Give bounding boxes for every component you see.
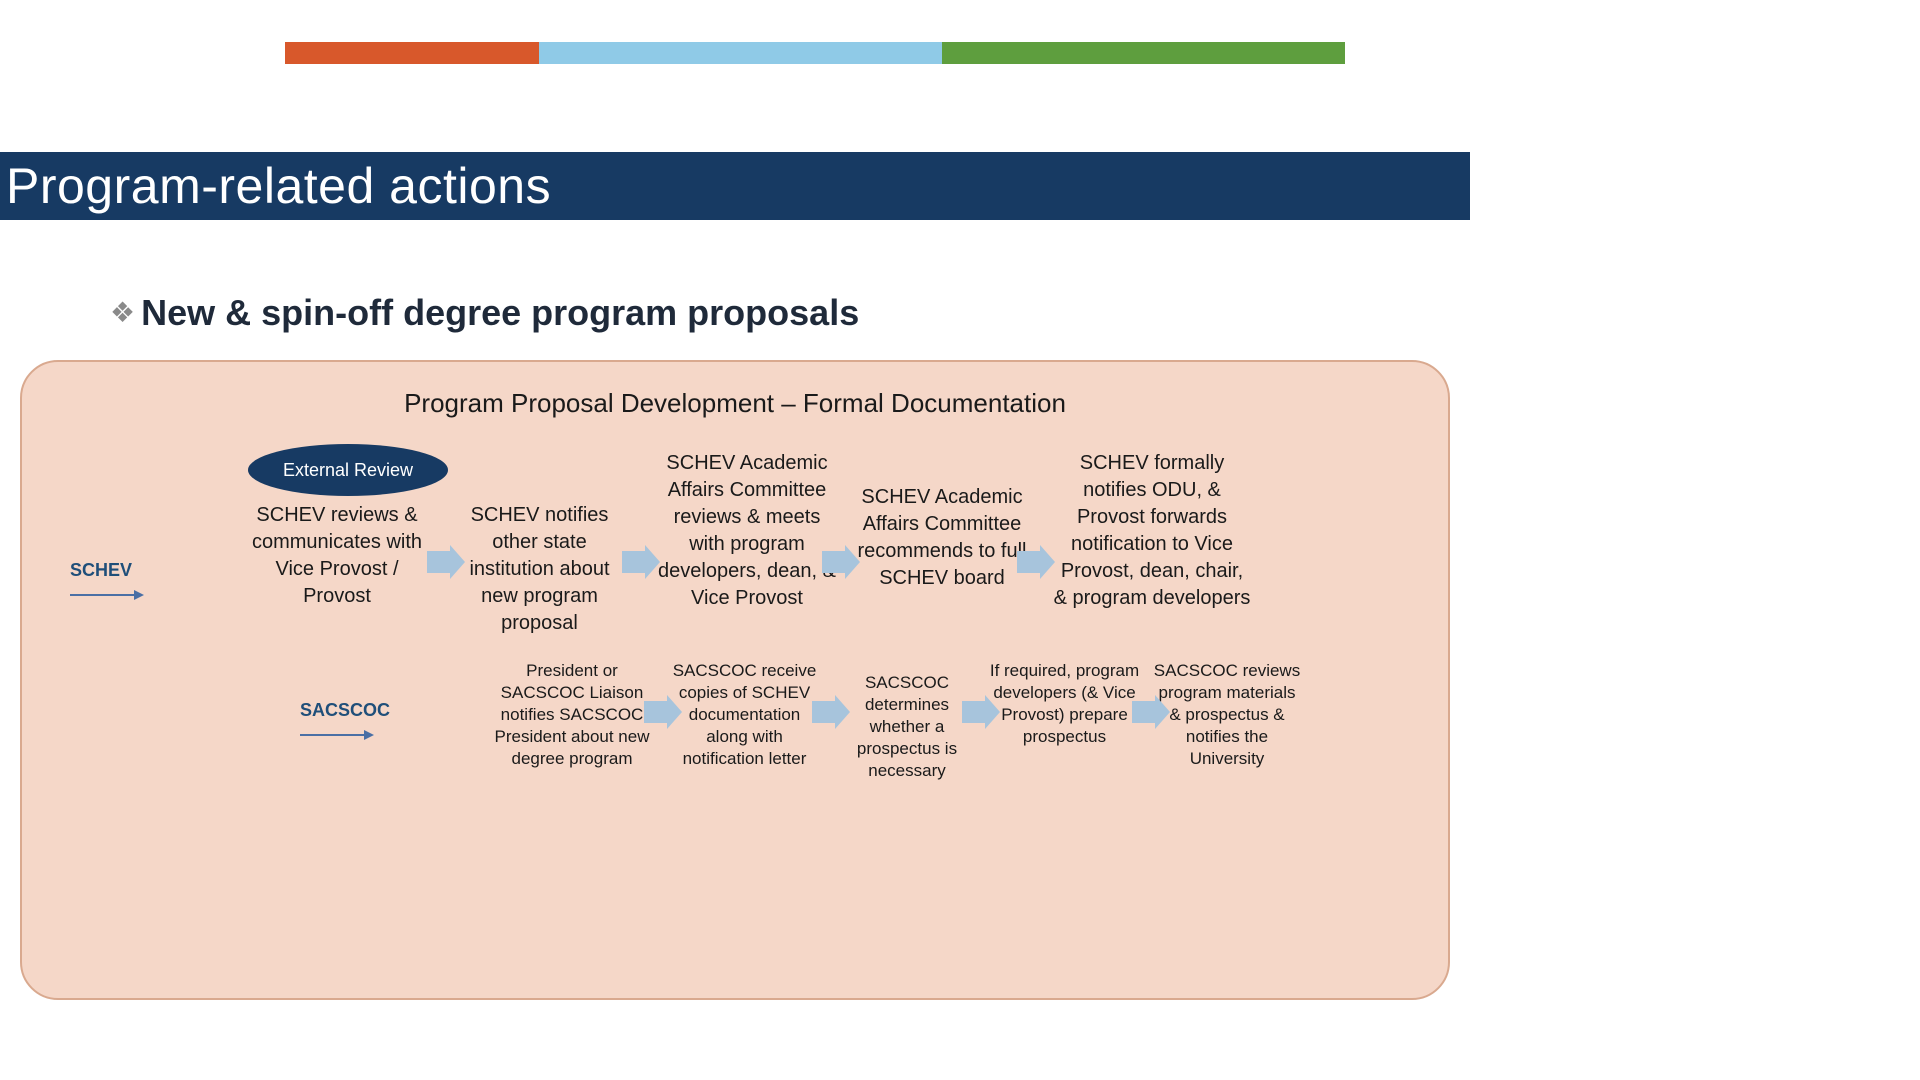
sacscoc-step-1: President or SACSCOC Liaison notifies SA… (492, 660, 652, 770)
sacscoc-arrow-4 (1132, 695, 1170, 729)
schev-arrow-2 (622, 545, 660, 579)
lane-label-schev: SCHEV (70, 560, 132, 581)
page-title: Program-related actions (6, 157, 551, 215)
schev-step-1: SCHEV reviews & communicates with Vice P… (242, 502, 432, 610)
schev-step-2: SCHEV notifies other state institution a… (452, 502, 627, 637)
sacscoc-step-3: SACSCOC determines whether a prospectus … (837, 672, 977, 782)
sacscoc-step-5: SACSCOC reviews program materials & pros… (1152, 660, 1302, 770)
bar-segment-2 (539, 42, 942, 64)
schev-step-3: SCHEV Academic Affairs Committee reviews… (657, 450, 837, 612)
flow-panel: Program Proposal Development – Formal Do… (20, 360, 1450, 1000)
top-accent-bar (285, 42, 1345, 64)
sacscoc-arrow-2 (812, 695, 850, 729)
schev-arrow-3 (822, 545, 860, 579)
bar-segment-3 (942, 42, 1345, 64)
sacscoc-arrow-3 (962, 695, 1000, 729)
panel-title: Program Proposal Development – Formal Do… (22, 388, 1448, 419)
lane-arrow-schev (70, 594, 142, 596)
subtitle-row: ❖ New & spin-off degree program proposal… (110, 292, 859, 334)
lane-label-sacscoc: SACSCOC (300, 700, 390, 721)
schev-arrow-4 (1017, 545, 1055, 579)
title-band: Program-related actions (0, 152, 1470, 220)
lane-arrow-sacscoc (300, 734, 372, 736)
subtitle-text: New & spin-off degree program proposals (141, 292, 859, 334)
schev-step-4: SCHEV Academic Affairs Committee recomme… (852, 484, 1032, 592)
sacscoc-step-4: If required, program developers (& Vice … (987, 660, 1142, 748)
schev-step-5: SCHEV formally notifies ODU, & Provost f… (1052, 450, 1252, 612)
sacscoc-arrow-1 (644, 695, 682, 729)
external-review-ellipse: External Review (248, 444, 448, 496)
bullet-diamond-icon: ❖ (110, 299, 135, 327)
sacscoc-step-2: SACSCOC receive copies of SCHEV document… (667, 660, 822, 770)
ellipse-label: External Review (283, 460, 413, 481)
bar-segment-1 (285, 42, 539, 64)
schev-arrow-1 (427, 545, 465, 579)
